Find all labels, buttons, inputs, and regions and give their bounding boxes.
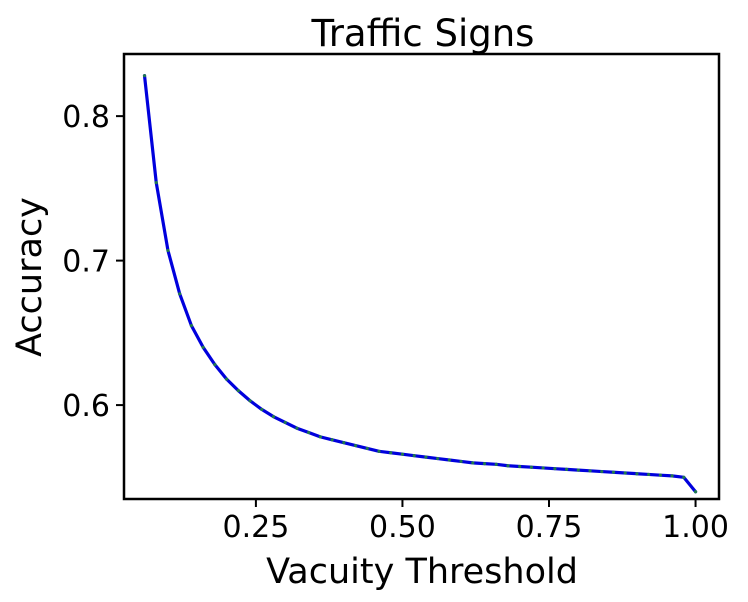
y-axis: 0.6 0.7 0.8: [62, 100, 124, 424]
data-point: [236, 389, 240, 393]
data-point: [377, 449, 381, 453]
data-point: [471, 461, 475, 465]
data-point: [506, 464, 510, 468]
data-point: [330, 438, 334, 442]
data-point: [424, 455, 428, 459]
data-point: [283, 420, 287, 425]
data-point: [529, 465, 534, 469]
data-point: [166, 248, 170, 253]
x-tick-label: 1.00: [662, 510, 729, 545]
x-axis: 0.25 0.50 0.75 1.00: [222, 499, 729, 545]
data-point: [600, 469, 604, 474]
data-point: [447, 458, 451, 462]
data-point: [541, 466, 545, 470]
data-point: [682, 475, 686, 479]
x-tick-label: 0.25: [222, 510, 289, 545]
data-point: [518, 464, 522, 469]
data-point: [295, 426, 299, 430]
x-axis-label: Vacuity Threshold: [266, 552, 578, 592]
data-point: [271, 415, 276, 419]
series-line: [142, 74, 698, 494]
data-point: [635, 472, 639, 476]
data-point: [494, 462, 498, 466]
data-point: [693, 490, 698, 494]
y-tick-label: 0.6: [62, 389, 110, 424]
data-point: [553, 467, 557, 471]
data-point: [588, 469, 592, 473]
data-point: [189, 324, 194, 328]
x-tick-label: 0.50: [369, 510, 436, 545]
data-point: [142, 74, 147, 78]
data-point: [670, 474, 674, 478]
data-point: [224, 377, 229, 381]
plot-area: [142, 74, 698, 494]
data-point: [389, 451, 393, 455]
chart-title: Traffic Signs: [311, 12, 535, 55]
data-point: [248, 399, 252, 403]
data-point: [201, 345, 205, 349]
data-point: [576, 468, 580, 472]
data-point: [647, 472, 651, 477]
data-point: [154, 180, 158, 185]
data-point: [611, 470, 616, 474]
y-axis-label: Accuracy: [10, 197, 50, 357]
data-point: [412, 454, 416, 458]
data-point: [307, 430, 311, 435]
data-point: [436, 456, 440, 461]
data-point: [353, 443, 358, 448]
y-tick-label: 0.7: [62, 245, 110, 280]
data-point: [658, 473, 662, 477]
data-point: [482, 462, 487, 466]
data-point: [260, 407, 264, 412]
data-point: [342, 441, 346, 445]
data-point: [365, 446, 369, 451]
y-tick-label: 0.8: [62, 100, 110, 135]
x-tick-label: 0.75: [516, 510, 583, 545]
data-point: [178, 292, 182, 296]
data-point: [400, 452, 405, 456]
data-point: [459, 459, 463, 464]
data-point: [318, 435, 322, 439]
data-point: [564, 467, 569, 471]
plot-frame: [122, 52, 721, 501]
data-point: [213, 363, 217, 367]
data-point: [623, 471, 627, 475]
